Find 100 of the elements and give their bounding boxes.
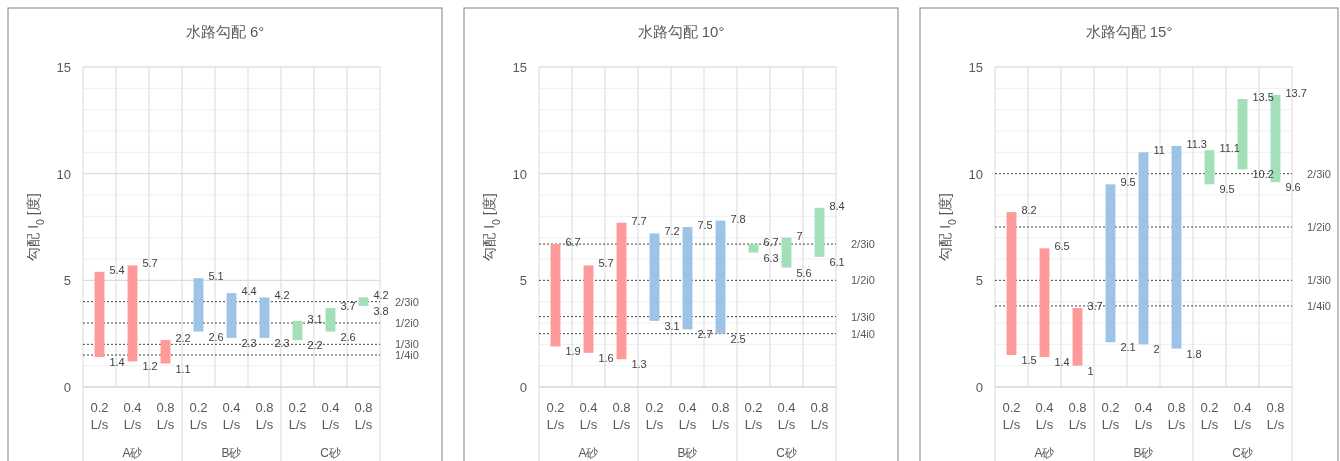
annotation: 6.3 xyxy=(763,251,779,264)
bar xyxy=(358,297,369,306)
annotation: 6.7 xyxy=(565,236,581,249)
bar xyxy=(748,244,759,253)
annotation: 6.5 xyxy=(1054,240,1070,253)
annotation: 5.6 xyxy=(796,266,812,279)
bar xyxy=(193,278,204,332)
y-tick-label: 15 xyxy=(968,60,983,75)
annotation: 8.2 xyxy=(1021,204,1037,217)
annotation: 2.5 xyxy=(730,332,746,345)
annotation: 3.8 xyxy=(373,304,389,317)
ref-line-label: 2/3i0 xyxy=(851,238,875,251)
annotation: 13.5 xyxy=(1252,91,1274,103)
y-tick-label: 0 xyxy=(975,380,983,395)
bar xyxy=(781,237,792,268)
bar xyxy=(814,207,825,257)
y-tick-label: 15 xyxy=(512,60,527,75)
ref-line-label: 1/3i0 xyxy=(395,338,419,351)
annotation: 1.4 xyxy=(109,356,125,369)
y-tick-label: 10 xyxy=(56,166,71,182)
annotation: 5.1 xyxy=(208,270,224,283)
annotation: 7.8 xyxy=(730,212,746,225)
chart-title: 水路勾配 15° xyxy=(1085,23,1173,40)
x-tick-label: 0.8 L/s xyxy=(354,400,373,432)
y-tick-label: 0 xyxy=(63,380,71,395)
ref-line-label: 1/2i0 xyxy=(1307,221,1331,233)
bar xyxy=(127,265,138,362)
y-tick-label: 5 xyxy=(975,273,983,289)
text: B砂 xyxy=(677,446,698,460)
x-tick-label: 0.8 L/s xyxy=(1167,400,1186,432)
annotation: 3.1 xyxy=(664,319,680,332)
bar xyxy=(550,244,561,347)
x-tick-label: 0.8 L/s xyxy=(810,400,829,432)
text: A砂 xyxy=(578,446,599,460)
y-tick-label: 5 xyxy=(519,273,527,289)
annotation: 4.2 xyxy=(373,289,389,302)
x-tick-label: 0.4 L/s xyxy=(579,400,598,432)
ref-line-label: 2/3i0 xyxy=(395,295,419,308)
ref-line-label: 1/2i0 xyxy=(395,317,419,329)
x-tick-label: 0.8 L/s xyxy=(156,400,175,432)
annotation: 7.7 xyxy=(631,214,647,227)
x-tick-label: 0.4 L/s xyxy=(1035,400,1054,432)
annotation: 10.2 xyxy=(1252,168,1274,181)
text: B砂 xyxy=(1133,446,1154,460)
bar xyxy=(1006,212,1017,355)
ref-line-label: 2/3i0 xyxy=(1307,167,1331,180)
y-tick-label: 5 xyxy=(63,273,71,289)
annotation: 7.5 xyxy=(697,219,713,231)
y-tick-label: 10 xyxy=(968,166,983,182)
annotation: 11.1 xyxy=(1219,142,1240,155)
annotation: 1.9 xyxy=(565,345,581,358)
bar xyxy=(1105,184,1116,343)
annotation: 2.7 xyxy=(697,328,713,341)
annotation: 9.6 xyxy=(1285,181,1301,194)
annotation: 1 xyxy=(1087,364,1094,377)
x-tick-label: 0.2 L/s xyxy=(288,400,307,432)
annotation: 13.7 xyxy=(1285,86,1307,99)
annotation: 4.2 xyxy=(274,289,290,302)
annotation: 2.3 xyxy=(274,336,290,349)
annotation: 4.4 xyxy=(241,285,257,298)
y-tick-label: 10 xyxy=(512,166,527,182)
x-tick-label: 0.2 L/s xyxy=(744,400,763,432)
annotation: 2.2 xyxy=(307,339,323,352)
bar xyxy=(583,265,594,353)
annotation: 9.5 xyxy=(1219,183,1235,196)
annotation: 8.4 xyxy=(829,199,845,212)
annotation: 1.6 xyxy=(598,351,614,364)
annotation: 2 xyxy=(1153,343,1160,356)
annotation: 5.7 xyxy=(142,257,158,270)
annotation: 11 xyxy=(1153,144,1165,157)
x-tick-label: 0.2 L/s xyxy=(1002,400,1021,432)
annotation: 6.7 xyxy=(763,236,779,249)
bar xyxy=(259,297,270,338)
ref-line-label: 1/4i0 xyxy=(1307,299,1331,312)
bar xyxy=(1138,152,1149,345)
x-tick-label: 0.4 L/s xyxy=(777,400,796,432)
annotation: 9.5 xyxy=(1120,176,1136,189)
text: C砂 xyxy=(776,446,797,460)
x-tick-label: 0.8 L/s xyxy=(1266,400,1285,432)
x-tick-label: 0.4 L/s xyxy=(1134,400,1153,432)
bar xyxy=(94,271,105,358)
x-tick-label: 0.8 L/s xyxy=(711,400,730,432)
annotation: 1.1 xyxy=(175,362,191,375)
annotation: 5.7 xyxy=(598,257,614,270)
x-tick-label: 0.4 L/s xyxy=(222,400,241,432)
x-tick-label: 0.8 L/s xyxy=(255,400,274,432)
y-tick-label: 0 xyxy=(519,380,527,395)
annotation: 2.6 xyxy=(340,330,356,343)
x-tick-label: 0.2 L/s xyxy=(189,400,208,432)
ref-line-label: 1/2i0 xyxy=(851,274,875,287)
x-tick-label: 0.2 L/s xyxy=(90,400,109,432)
bar xyxy=(1171,145,1182,349)
x-tick-label: 0.2 L/s xyxy=(1200,400,1219,432)
annotation: 6.1 xyxy=(829,255,845,268)
annotation: 7.2 xyxy=(664,225,680,238)
y-tick-label: 15 xyxy=(56,60,71,75)
bar xyxy=(616,222,627,360)
text: A砂 xyxy=(122,446,143,460)
annotation: 5.4 xyxy=(109,263,125,276)
annotation: 3.7 xyxy=(340,300,356,313)
